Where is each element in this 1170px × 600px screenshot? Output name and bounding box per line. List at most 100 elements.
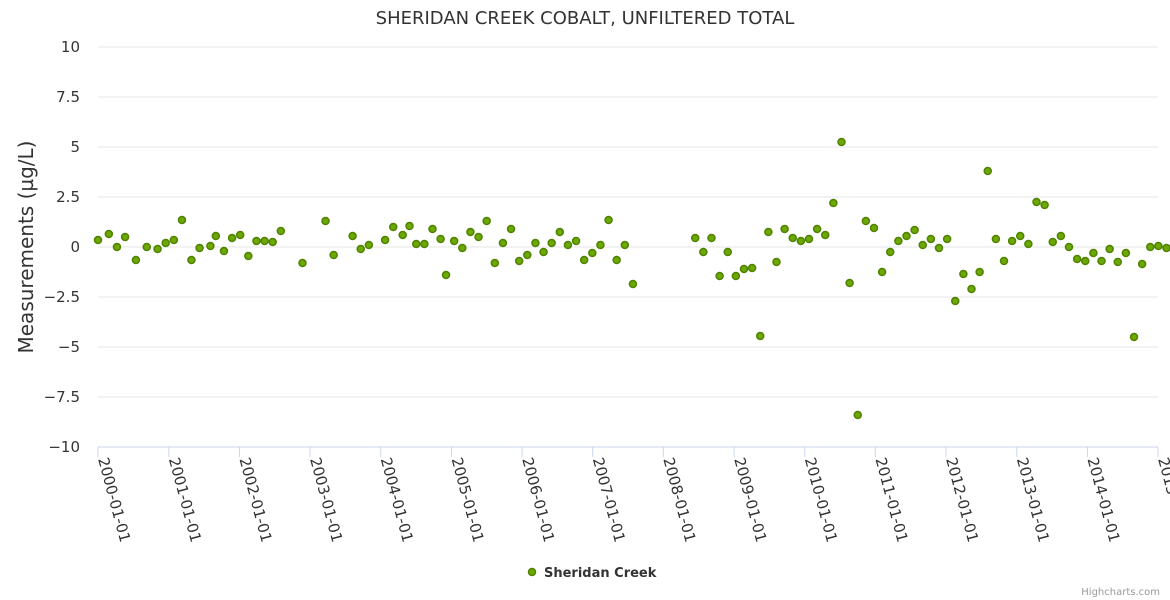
data-point[interactable] <box>405 221 414 231</box>
data-point[interactable] <box>466 227 475 237</box>
data-point[interactable] <box>820 230 830 240</box>
data-point[interactable] <box>1056 231 1066 241</box>
data-point[interactable] <box>449 236 459 246</box>
data-point[interactable] <box>764 227 773 237</box>
data-point[interactable] <box>715 271 724 281</box>
legend-label[interactable]: Sheridan Creek <box>544 566 657 581</box>
data-point[interactable] <box>364 240 374 250</box>
data-point[interactable] <box>169 235 179 245</box>
data-point[interactable] <box>845 278 854 288</box>
data-point[interactable] <box>436 234 445 244</box>
data-point[interactable] <box>547 238 556 248</box>
data-point[interactable] <box>211 231 221 241</box>
data-point[interactable] <box>498 238 508 248</box>
data-point[interactable] <box>206 241 215 251</box>
data-point[interactable] <box>975 267 984 277</box>
data-point[interactable] <box>699 247 708 257</box>
data-point[interactable] <box>772 257 781 267</box>
data-point[interactable] <box>571 236 581 246</box>
data-point[interactable] <box>902 231 911 241</box>
data-point[interactable] <box>739 264 749 274</box>
data-point[interactable] <box>1032 197 1041 207</box>
data-point[interactable] <box>260 236 269 246</box>
data-point[interactable] <box>1064 242 1074 252</box>
data-point[interactable] <box>104 229 114 239</box>
data-point[interactable] <box>482 216 491 226</box>
data-point[interactable] <box>950 296 960 306</box>
data-point[interactable] <box>894 236 903 246</box>
data-point[interactable] <box>356 244 365 254</box>
data-point[interactable] <box>1007 236 1017 246</box>
data-point[interactable] <box>428 224 437 234</box>
data-point[interactable] <box>298 258 307 268</box>
data-point[interactable] <box>441 270 451 280</box>
data-point[interactable] <box>458 243 467 253</box>
data-point[interactable] <box>161 238 170 248</box>
data-point[interactable] <box>1016 231 1025 241</box>
data-point[interactable] <box>918 240 927 250</box>
data-point[interactable] <box>153 244 162 254</box>
data-point[interactable] <box>628 279 638 289</box>
data-point[interactable] <box>142 242 152 252</box>
data-point[interactable] <box>1154 241 1163 251</box>
data-point[interactable] <box>804 234 814 244</box>
data-point[interactable] <box>348 231 357 241</box>
data-point[interactable] <box>853 410 862 420</box>
data-point[interactable] <box>563 240 573 250</box>
data-point[interactable] <box>244 251 253 261</box>
data-point[interactable] <box>999 256 1009 266</box>
data-point[interactable] <box>861 216 871 226</box>
data-point[interactable] <box>1048 237 1058 247</box>
data-point[interactable] <box>755 331 765 341</box>
data-point[interactable] <box>1089 248 1098 258</box>
data-point[interactable] <box>120 232 130 242</box>
data-point[interactable] <box>187 255 196 265</box>
data-point[interactable] <box>490 258 500 268</box>
data-point[interactable] <box>796 236 806 246</box>
data-point[interactable] <box>707 233 716 243</box>
data-point[interactable] <box>983 166 992 176</box>
data-point[interactable] <box>620 240 630 250</box>
data-point[interactable] <box>380 235 390 245</box>
data-point[interactable] <box>1040 200 1049 210</box>
data-point[interactable] <box>869 223 879 233</box>
data-point[interactable] <box>837 137 846 147</box>
data-point[interactable] <box>942 234 952 244</box>
data-point[interactable] <box>747 263 757 273</box>
data-point[interactable] <box>1024 239 1033 249</box>
data-point[interactable] <box>959 269 968 279</box>
data-point[interactable] <box>885 247 895 257</box>
data-point[interactable] <box>991 234 1001 244</box>
data-point[interactable] <box>555 227 565 237</box>
data-point[interactable] <box>474 232 483 242</box>
data-point[interactable] <box>539 247 548 257</box>
data-point[interactable] <box>219 246 229 256</box>
data-point[interactable] <box>93 235 103 245</box>
data-point[interactable] <box>420 239 429 249</box>
data-point[interactable] <box>723 247 732 257</box>
data-point[interactable] <box>1072 254 1082 264</box>
data-point[interactable] <box>514 256 524 266</box>
credits-link[interactable]: Highcharts.com <box>1081 587 1160 598</box>
data-point[interactable] <box>829 198 838 208</box>
data-point[interactable] <box>112 242 122 252</box>
data-point[interactable] <box>227 233 237 243</box>
data-point[interactable] <box>195 243 204 253</box>
data-point[interactable] <box>1146 242 1155 252</box>
data-point[interactable] <box>926 234 936 244</box>
data-point[interactable] <box>276 226 286 236</box>
data-point[interactable] <box>604 215 613 225</box>
data-point[interactable] <box>398 230 407 240</box>
data-point[interactable] <box>1081 256 1090 266</box>
data-point[interactable] <box>506 224 516 234</box>
data-point[interactable] <box>877 267 887 277</box>
data-point[interactable] <box>252 236 261 246</box>
data-point[interactable] <box>523 250 532 260</box>
data-point[interactable] <box>412 239 421 249</box>
data-point[interactable] <box>321 216 330 226</box>
data-point[interactable] <box>780 224 789 234</box>
data-point[interactable] <box>579 255 589 265</box>
data-point[interactable] <box>268 237 277 247</box>
data-point[interactable] <box>690 233 700 243</box>
data-point[interactable] <box>329 250 338 260</box>
